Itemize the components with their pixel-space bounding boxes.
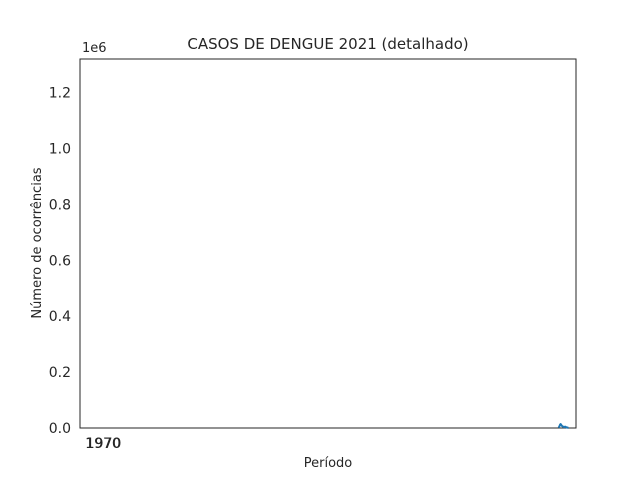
- y-tick-label: 0.0: [49, 421, 71, 437]
- plot-area-frame: [79, 58, 577, 429]
- y-tick-label: 0.2: [49, 365, 71, 381]
- y-tick-label: 1.2: [49, 86, 71, 102]
- y-axis-offset-label: 1e6: [82, 41, 107, 56]
- y-tick-label: 0.6: [49, 253, 71, 269]
- y-tick-label: 0.4: [49, 309, 71, 325]
- x-tick-label: 1970: [86, 436, 122, 452]
- y-axis-label: Número de ocorrências: [30, 167, 45, 318]
- y-tick-label: 0.8: [49, 197, 71, 213]
- chart-title: CASOS DE DENGUE 2021 (detalhado): [187, 35, 468, 53]
- y-tick-label: 1.0: [49, 141, 71, 157]
- series-line: [557, 423, 570, 429]
- x-tick-label: 1970: [85, 436, 121, 452]
- y-axis-ticks: 0.0 0.2 0.4 0.6 0.8 1.0 1.2: [49, 86, 71, 437]
- series-layer: [557, 423, 570, 429]
- x-axis-label: Período: [304, 456, 353, 471]
